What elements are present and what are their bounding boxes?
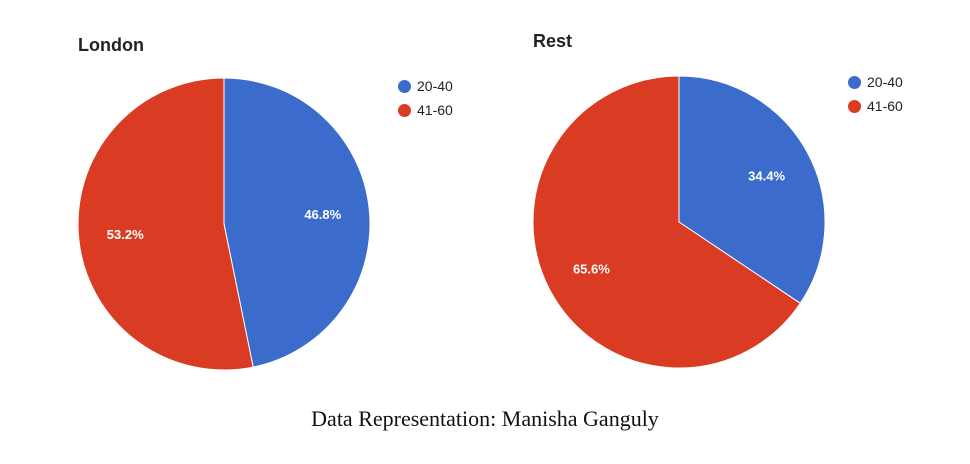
legend-swatch-icon: [848, 99, 861, 113]
pie-slice-41-60: [77, 77, 254, 371]
legend-swatch-icon: [398, 103, 411, 117]
slice-label: 46.8%: [304, 207, 341, 222]
legend-item-20-40: 20-40: [398, 74, 453, 98]
chart-title-rest: Rest: [533, 31, 573, 51]
legend-swatch-icon: [398, 79, 411, 93]
legend-label: 41-60: [867, 98, 903, 114]
chart-title-london: London: [78, 35, 144, 55]
legend-label: 41-60: [417, 102, 453, 118]
legend-label: 20-40: [867, 74, 903, 90]
legend-swatch-icon: [848, 75, 861, 89]
legend-item-20-40: 20-40: [848, 70, 903, 94]
caption: Data Representation: Manisha Ganguly: [311, 406, 659, 431]
legend-item-41-60: 41-60: [398, 98, 453, 122]
slice-label: 34.4%: [748, 168, 785, 183]
slice-label: 53.2%: [107, 227, 144, 242]
legend-item-41-60: 41-60: [848, 94, 903, 118]
pie-slice-20-40: [223, 77, 371, 368]
legend-rest: 20-40 41-60: [848, 70, 903, 118]
slice-label: 65.6%: [573, 262, 610, 277]
legend-label: 20-40: [417, 78, 453, 94]
legend-london: 20-40 41-60: [398, 74, 453, 122]
pie-slice-41-60: [532, 75, 801, 369]
pie-slice-20-40: [678, 75, 826, 304]
